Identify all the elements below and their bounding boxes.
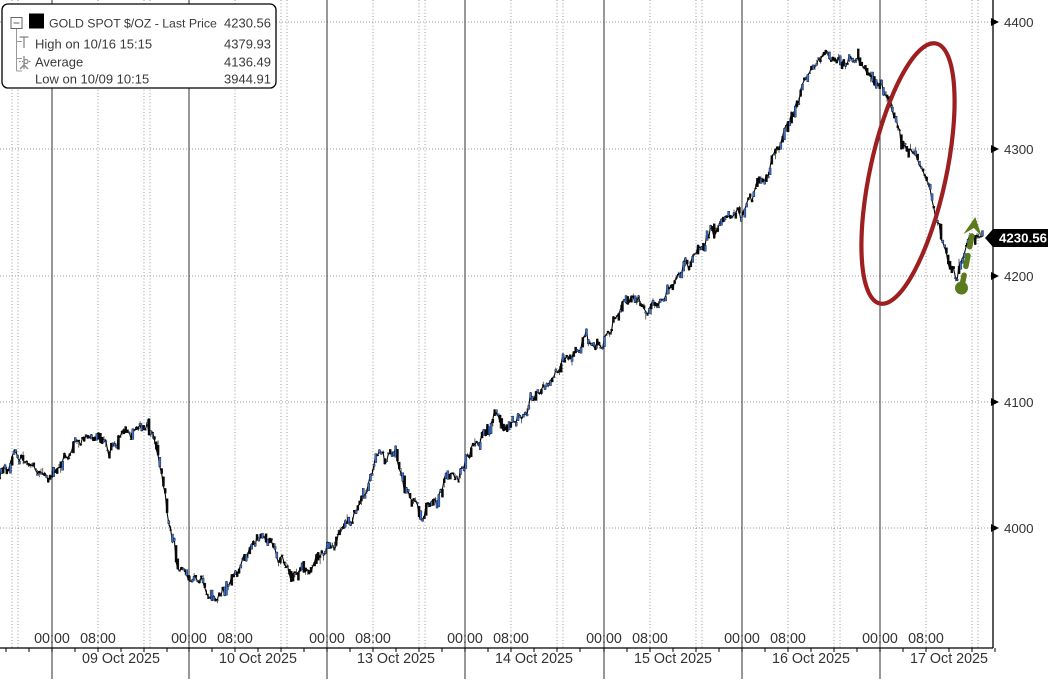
svg-text:08:00: 08:00 (770, 631, 806, 647)
svg-text:4400: 4400 (1004, 15, 1034, 30)
svg-text:Average: Average (35, 55, 83, 70)
svg-text:08:00: 08:00 (632, 631, 668, 647)
svg-text:13 Oct 2025: 13 Oct 2025 (357, 651, 435, 667)
svg-text:00:00: 00:00 (309, 631, 345, 647)
svg-text:00:00: 00:00 (862, 631, 898, 647)
svg-text:17 Oct 2025: 17 Oct 2025 (910, 651, 988, 667)
svg-text:4200: 4200 (1004, 269, 1034, 284)
svg-text:14 Oct 2025: 14 Oct 2025 (495, 651, 573, 667)
svg-text:08:00: 08:00 (908, 631, 944, 647)
svg-text:4136.49: 4136.49 (224, 55, 271, 70)
svg-text:00:00: 00:00 (447, 631, 483, 647)
svg-text:4000: 4000 (1004, 521, 1034, 536)
svg-text:4230.56: 4230.56 (224, 16, 271, 31)
svg-text:08:00: 08:00 (80, 631, 116, 647)
svg-text:4379.93: 4379.93 (224, 37, 271, 52)
svg-text:00:00: 00:00 (171, 631, 207, 647)
svg-text:Low on 10/09 10:15: Low on 10/09 10:15 (35, 72, 149, 87)
svg-text:08:00: 08:00 (355, 631, 391, 647)
svg-text:08:00: 08:00 (217, 631, 253, 647)
svg-text:GOLD SPOT $/OZ - Last Price: GOLD SPOT $/OZ - Last Price (49, 17, 217, 31)
svg-text:4100: 4100 (1004, 395, 1034, 410)
svg-text:High on 10/16 15:15: High on 10/16 15:15 (35, 37, 152, 52)
svg-text:3944.91: 3944.91 (224, 72, 271, 87)
svg-text:15 Oct 2025: 15 Oct 2025 (634, 651, 712, 667)
svg-text:00:00: 00:00 (724, 631, 760, 647)
svg-text:10 Oct 2025: 10 Oct 2025 (219, 651, 297, 667)
svg-text:08:00: 08:00 (493, 631, 529, 647)
svg-text:4300: 4300 (1004, 142, 1034, 157)
svg-text:09 Oct 2025: 09 Oct 2025 (82, 651, 160, 667)
svg-text:00:00: 00:00 (586, 631, 622, 647)
svg-text:16 Oct 2025: 16 Oct 2025 (772, 651, 850, 667)
svg-text:4230.56: 4230.56 (999, 230, 1047, 245)
svg-text:00:00: 00:00 (34, 631, 70, 647)
